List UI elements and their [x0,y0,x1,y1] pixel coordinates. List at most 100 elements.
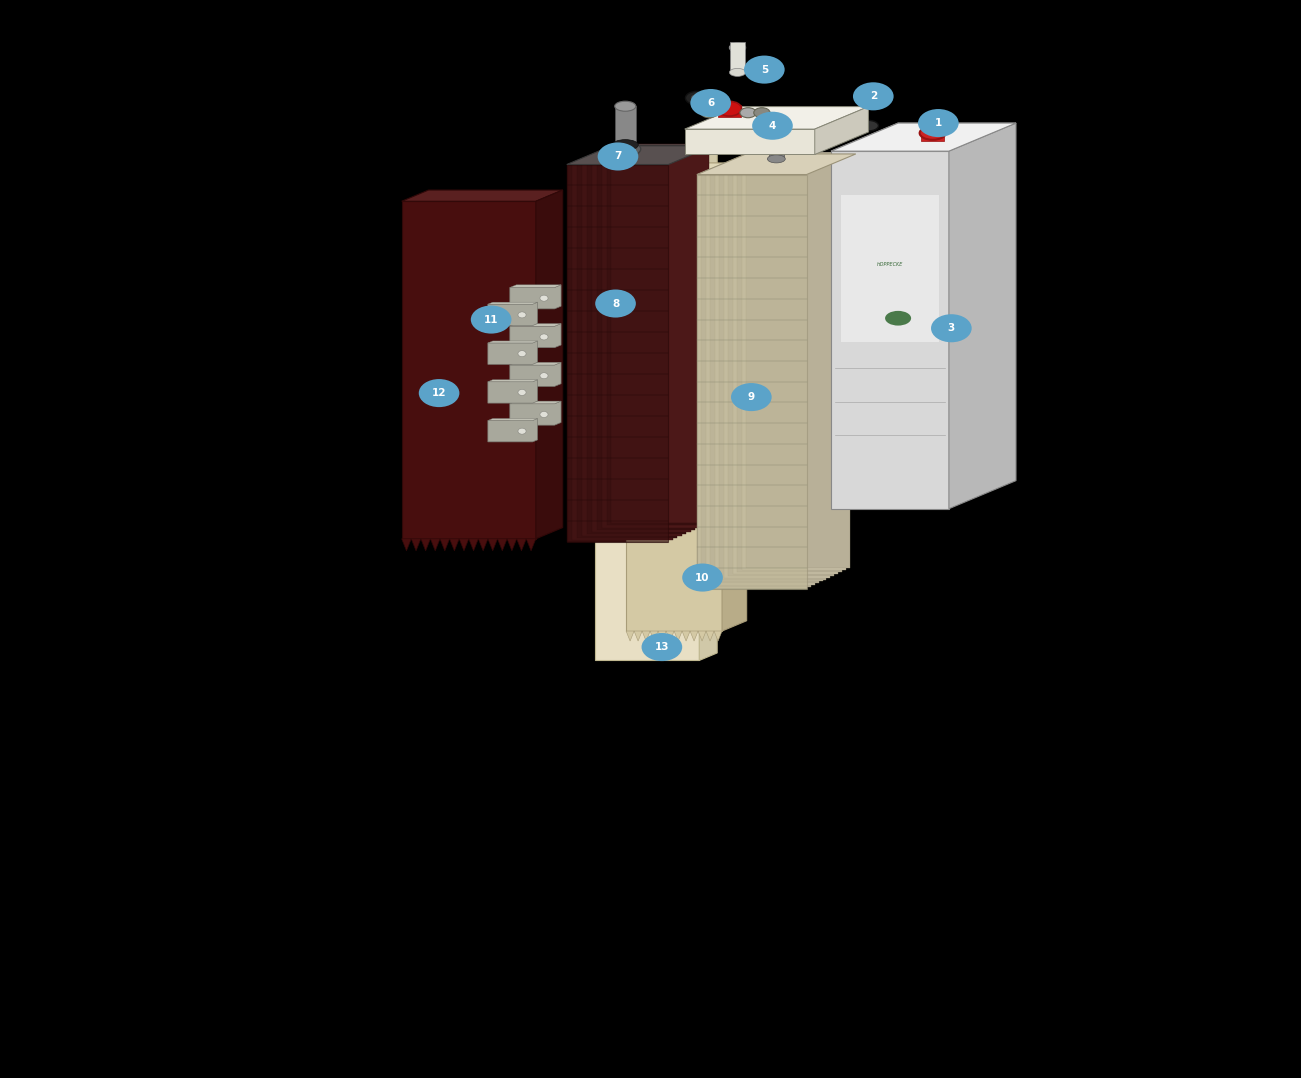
Polygon shape [666,631,674,641]
Ellipse shape [597,142,639,170]
Ellipse shape [615,101,636,111]
Text: 3 - Cell casing: 3 - Cell casing [85,817,254,838]
Text: 12 - Negative fiber structure electrode: 12 - Negative fiber structure electrode [592,920,1062,939]
Polygon shape [488,539,497,551]
Polygon shape [684,107,869,129]
Polygon shape [488,379,537,382]
Ellipse shape [419,379,459,407]
Ellipse shape [853,82,894,110]
Polygon shape [714,165,826,167]
Ellipse shape [731,383,771,411]
Polygon shape [611,144,713,146]
Bar [596,160,700,661]
Ellipse shape [932,314,972,343]
Text: 9: 9 [748,392,755,402]
Text: 4 - Cell lid: 4 - Cell lid [85,868,206,888]
Polygon shape [450,539,459,551]
Polygon shape [587,154,691,156]
Text: 1: 1 [934,119,942,128]
Polygon shape [601,148,704,150]
Bar [684,129,814,154]
Bar [587,156,687,534]
Ellipse shape [610,141,641,156]
Polygon shape [699,631,706,641]
Bar [701,172,811,588]
Polygon shape [700,152,717,661]
Polygon shape [592,152,696,154]
Polygon shape [536,190,562,539]
Text: 1 - Positive terminal: 1 - Positive terminal [85,715,330,735]
Ellipse shape [919,109,959,137]
Bar [738,157,842,572]
Ellipse shape [518,389,526,396]
Polygon shape [510,362,561,365]
Polygon shape [697,154,856,175]
Ellipse shape [471,305,511,333]
Polygon shape [948,123,1016,509]
Bar [597,152,696,529]
Bar [730,42,745,72]
Bar [601,150,700,527]
Polygon shape [831,123,1016,151]
Bar [831,151,948,509]
Bar [745,154,851,568]
Ellipse shape [682,564,723,592]
Polygon shape [488,302,537,326]
Ellipse shape [518,350,526,357]
Ellipse shape [641,633,682,661]
Text: 6: 6 [706,98,714,108]
Polygon shape [742,154,851,156]
Bar [615,107,636,153]
Polygon shape [488,341,537,343]
Ellipse shape [595,290,636,318]
Bar [769,122,783,158]
Polygon shape [510,401,561,404]
Text: 6 - Terminal nut: 6 - Terminal nut [85,970,276,991]
Polygon shape [606,146,709,148]
Polygon shape [596,152,717,160]
Ellipse shape [691,89,731,118]
Text: 8 - Negative electrode stack: 8 - Negative electrode stack [592,715,934,735]
Ellipse shape [540,373,548,378]
Ellipse shape [730,68,745,77]
Text: HOPPECKE: HOPPECKE [877,262,903,267]
Polygon shape [722,163,747,631]
Polygon shape [576,158,682,161]
Polygon shape [527,539,536,551]
Polygon shape [628,396,744,405]
Text: 3: 3 [947,323,955,333]
Polygon shape [831,123,1016,151]
Polygon shape [658,631,666,641]
Polygon shape [440,539,450,551]
Polygon shape [721,396,744,469]
Bar [567,165,669,542]
Ellipse shape [885,310,911,326]
Polygon shape [510,285,561,309]
Polygon shape [488,418,537,420]
Ellipse shape [701,108,717,118]
Polygon shape [697,172,811,175]
Polygon shape [488,379,537,403]
Polygon shape [634,631,643,641]
Ellipse shape [768,155,786,163]
Ellipse shape [540,295,548,301]
Bar [732,160,838,573]
Bar [742,156,847,570]
Ellipse shape [857,121,878,132]
Polygon shape [431,539,440,551]
Polygon shape [507,539,516,551]
Bar [719,165,826,580]
Bar [582,158,682,536]
Text: 10: 10 [695,572,710,582]
Ellipse shape [686,92,708,105]
Bar [714,167,822,581]
Polygon shape [706,631,714,641]
Bar [921,126,945,141]
Polygon shape [582,156,687,158]
Polygon shape [597,150,700,152]
Text: 10 - Positive fiber structure electrode: 10 - Positive fiber structure electrode [592,817,1050,838]
Polygon shape [488,418,537,442]
Bar [729,162,834,576]
Ellipse shape [691,95,703,101]
Polygon shape [571,161,678,163]
